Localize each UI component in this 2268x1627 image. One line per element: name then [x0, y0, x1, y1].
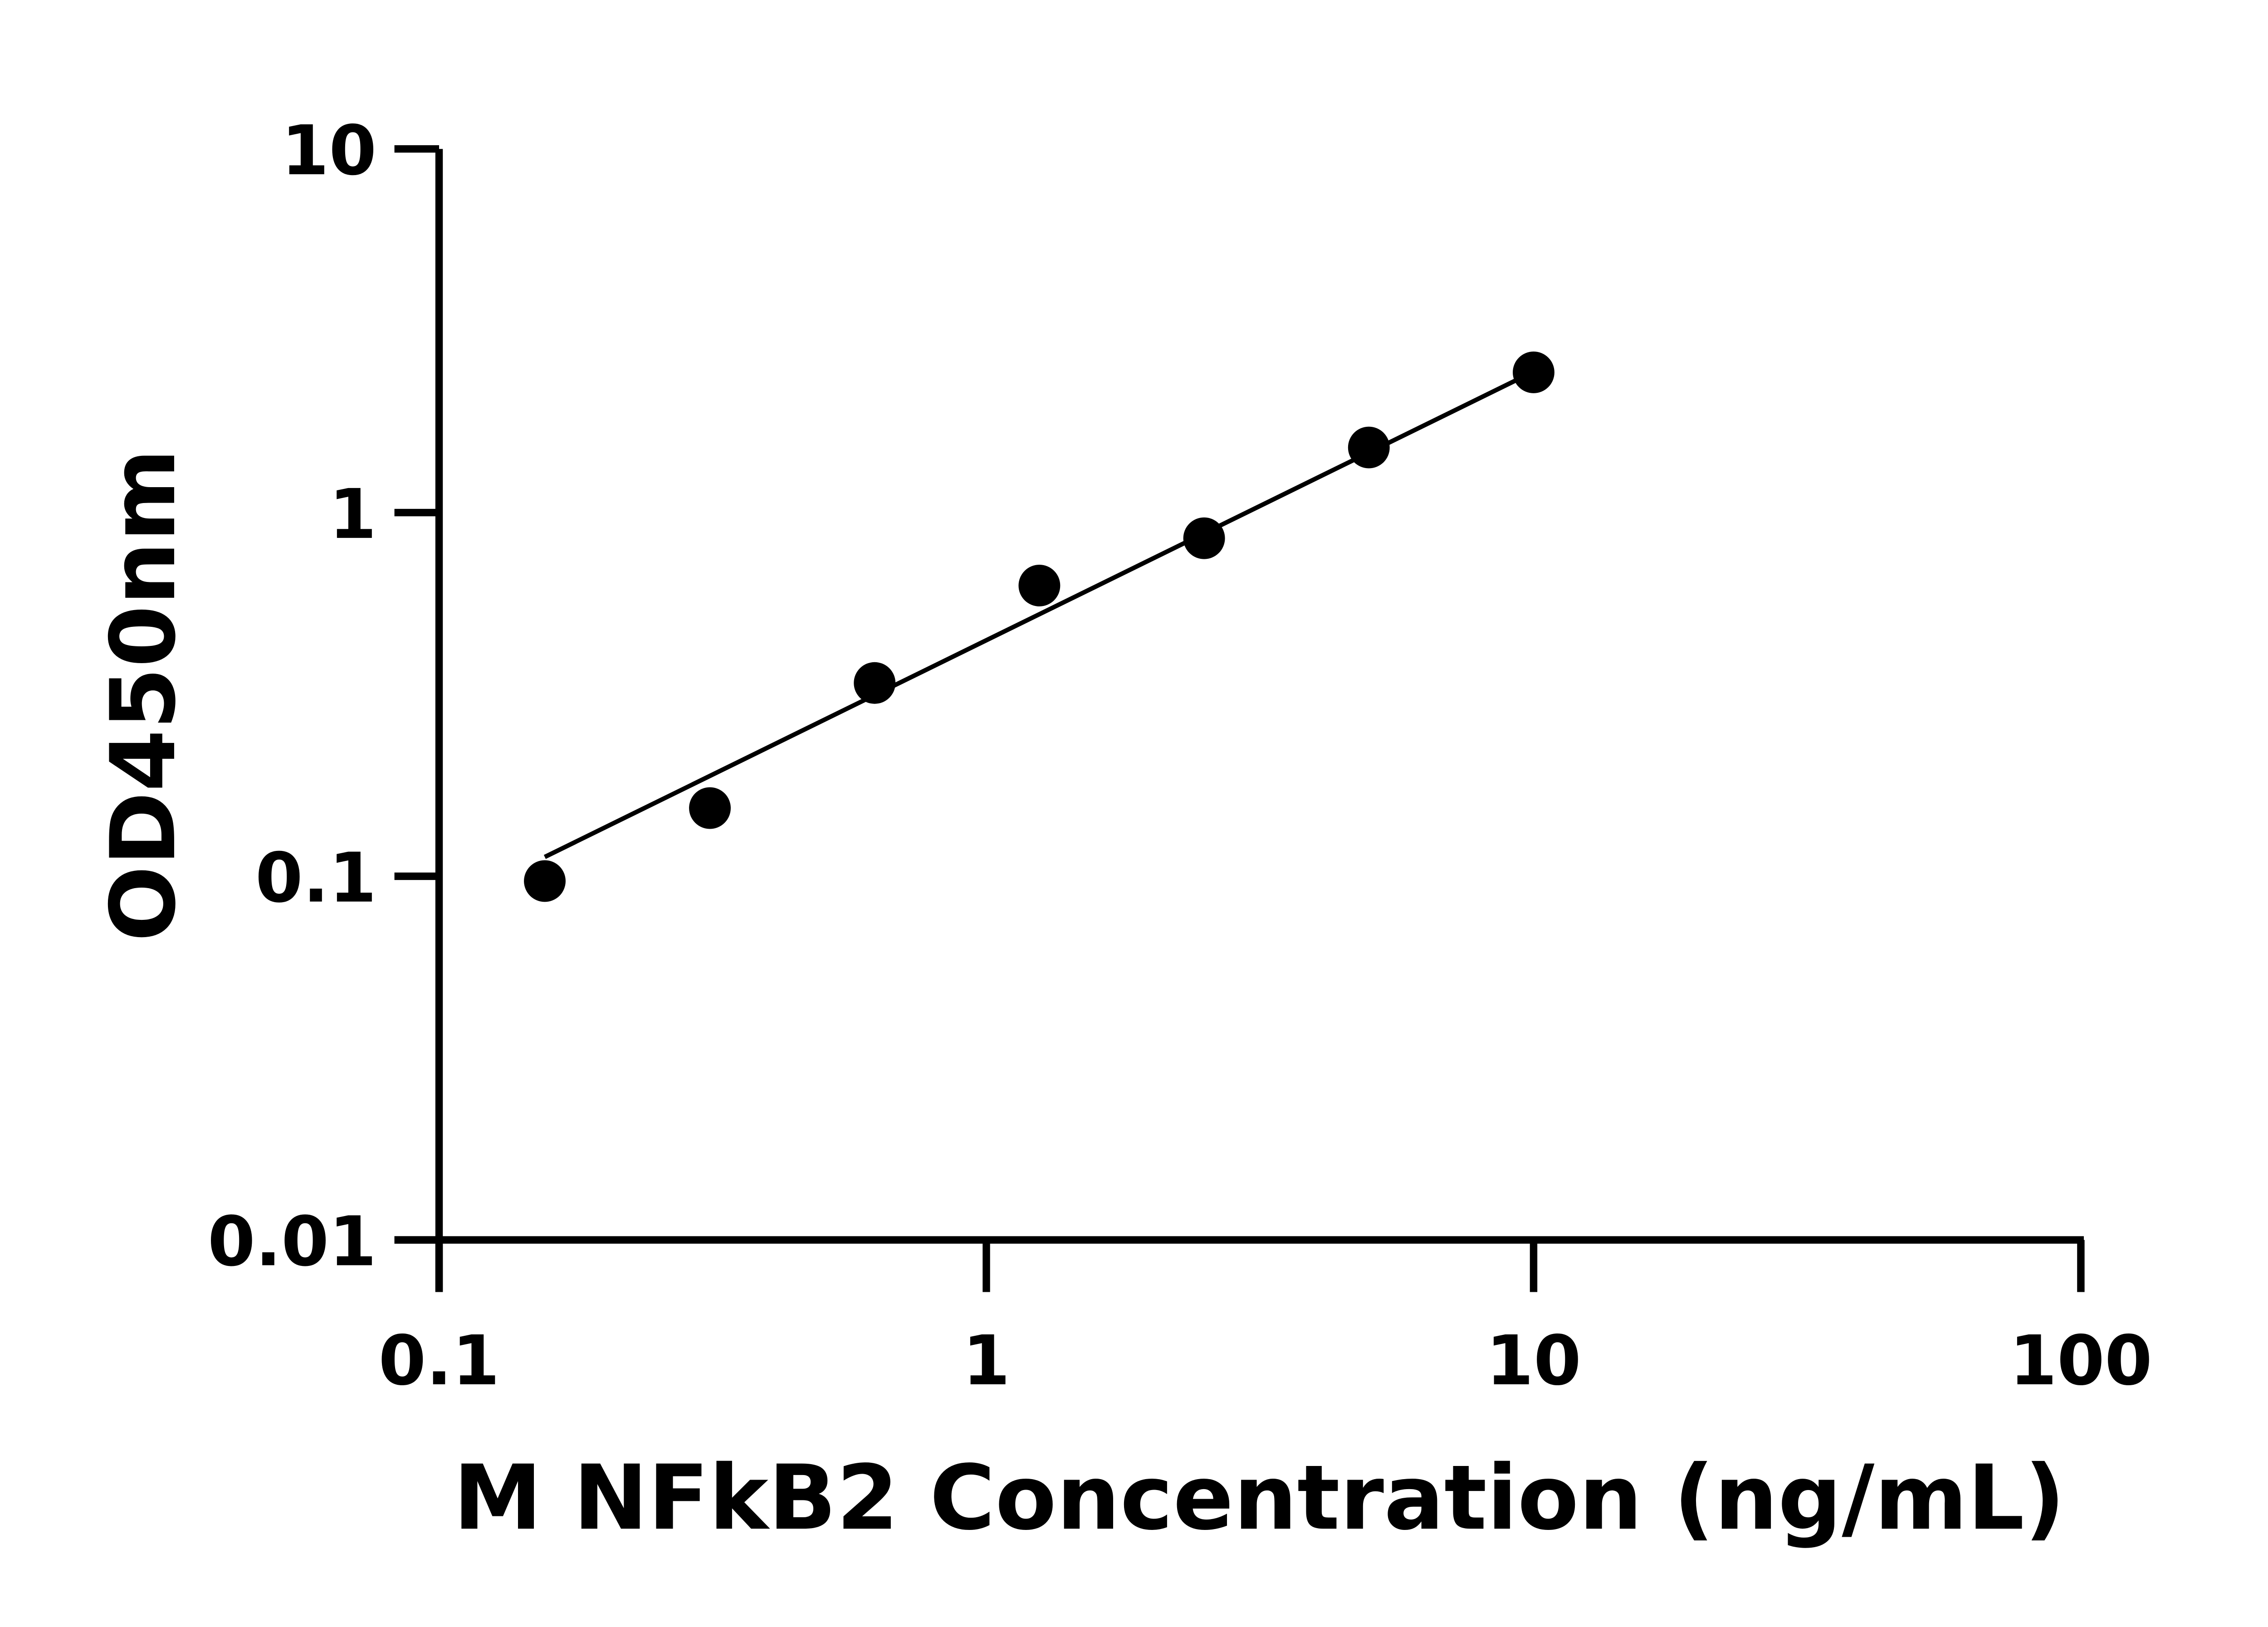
data-point — [1183, 517, 1225, 559]
y-tick-label: 10 — [281, 111, 376, 191]
data-point — [1348, 426, 1390, 469]
y-tick-label: 0.1 — [255, 838, 376, 918]
x-tick-label: 10 — [1486, 1321, 1581, 1401]
y-tick-label: 0.01 — [208, 1202, 376, 1281]
data-point — [524, 860, 566, 902]
data-point — [854, 662, 896, 704]
y-tick-label: 1 — [329, 474, 376, 554]
data-point — [1018, 565, 1061, 606]
x-axis-title: M NFkB2 Concentration (ng/mL) — [453, 1446, 2065, 1550]
y-axis-title: OD450nm — [92, 449, 196, 942]
x-tick-label: 1 — [963, 1321, 1010, 1401]
x-tick-label: 100 — [2009, 1321, 2152, 1401]
marks — [524, 352, 1554, 902]
data-point — [689, 787, 731, 829]
data-point — [1513, 352, 1554, 393]
x-tick-label: 0.1 — [378, 1321, 499, 1401]
